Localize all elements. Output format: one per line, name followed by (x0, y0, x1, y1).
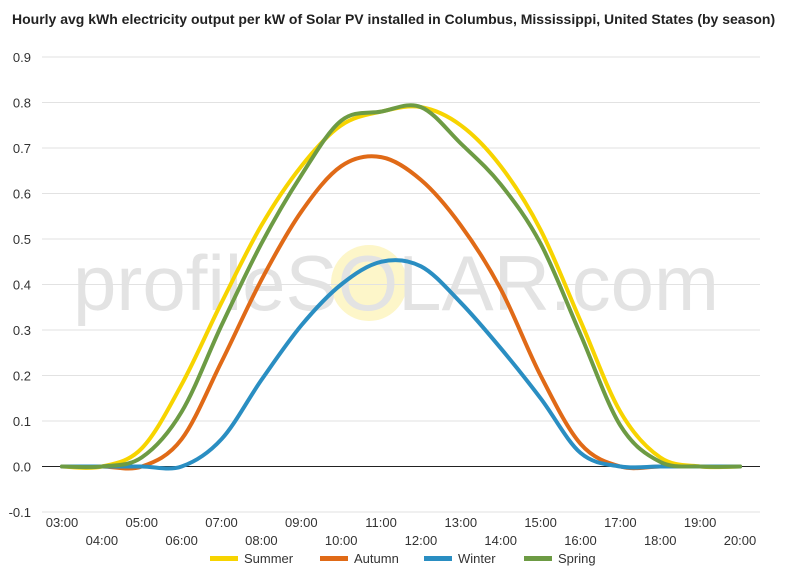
chart-title: Hourly avg kWh electricity output per kW… (12, 11, 776, 27)
y-tick-label: 0.7 (13, 141, 31, 156)
x-tick-label: 10:00 (325, 533, 358, 548)
legend-item-winter[interactable]: Winter (424, 548, 496, 568)
x-tick-label: 08:00 (245, 533, 278, 548)
x-tick-label: 11:00 (365, 515, 397, 530)
y-tick-label: 0.0 (13, 460, 31, 475)
series-line-summer (60, 104, 742, 470)
legend-item-summer[interactable]: Summer (210, 548, 293, 568)
x-tick-label: 05:00 (125, 515, 158, 530)
series-line-autumn (60, 154, 742, 471)
y-tick-label: 0.4 (13, 278, 31, 293)
legend-swatch (210, 555, 238, 561)
chart-legend: Summer Autumn Winter Spring (0, 548, 800, 568)
legend-swatch (524, 555, 552, 561)
legend-label: Summer (244, 550, 294, 566)
x-tick-label: 06:00 (165, 533, 198, 548)
y-tick-label: 0.1 (13, 414, 31, 429)
x-tick-label: 17:00 (604, 515, 637, 530)
x-tick-label: 13:00 (445, 515, 478, 530)
x-tick-label: 03:00 (46, 515, 79, 530)
legend-label: Winter (458, 550, 496, 566)
series-line-winter (60, 258, 742, 471)
legend-label: Autumn (354, 550, 399, 566)
legend-swatch (320, 555, 348, 561)
y-tick-label: 0.5 (13, 232, 31, 247)
x-tick-label: 07:00 (205, 515, 238, 530)
series-line-spring (60, 103, 742, 470)
x-tick-label: 19:00 (684, 515, 717, 530)
legend-label: Spring (558, 550, 596, 566)
x-tick-label: 14:00 (484, 533, 517, 548)
x-tick-label: 04:00 (86, 533, 119, 548)
legend-item-spring[interactable]: Spring (524, 548, 596, 568)
y-tick-label: -0.1 (9, 505, 31, 520)
x-tick-label: 12:00 (405, 533, 438, 548)
legend-item-autumn[interactable]: Autumn (320, 548, 399, 568)
x-tick-label: 16:00 (564, 533, 597, 548)
y-tick-label: 0.3 (13, 323, 31, 338)
x-tick-label: 20:00 (724, 533, 757, 548)
y-tick-label: 0.8 (13, 96, 31, 111)
y-tick-label: 0.6 (13, 187, 31, 202)
y-tick-label: 0.9 (13, 50, 31, 65)
x-tick-label: 18:00 (644, 533, 677, 548)
y-tick-label: 0.2 (13, 369, 31, 384)
legend-swatch (424, 555, 452, 561)
x-tick-label: 09:00 (285, 515, 318, 530)
x-tick-label: 15:00 (524, 515, 557, 530)
